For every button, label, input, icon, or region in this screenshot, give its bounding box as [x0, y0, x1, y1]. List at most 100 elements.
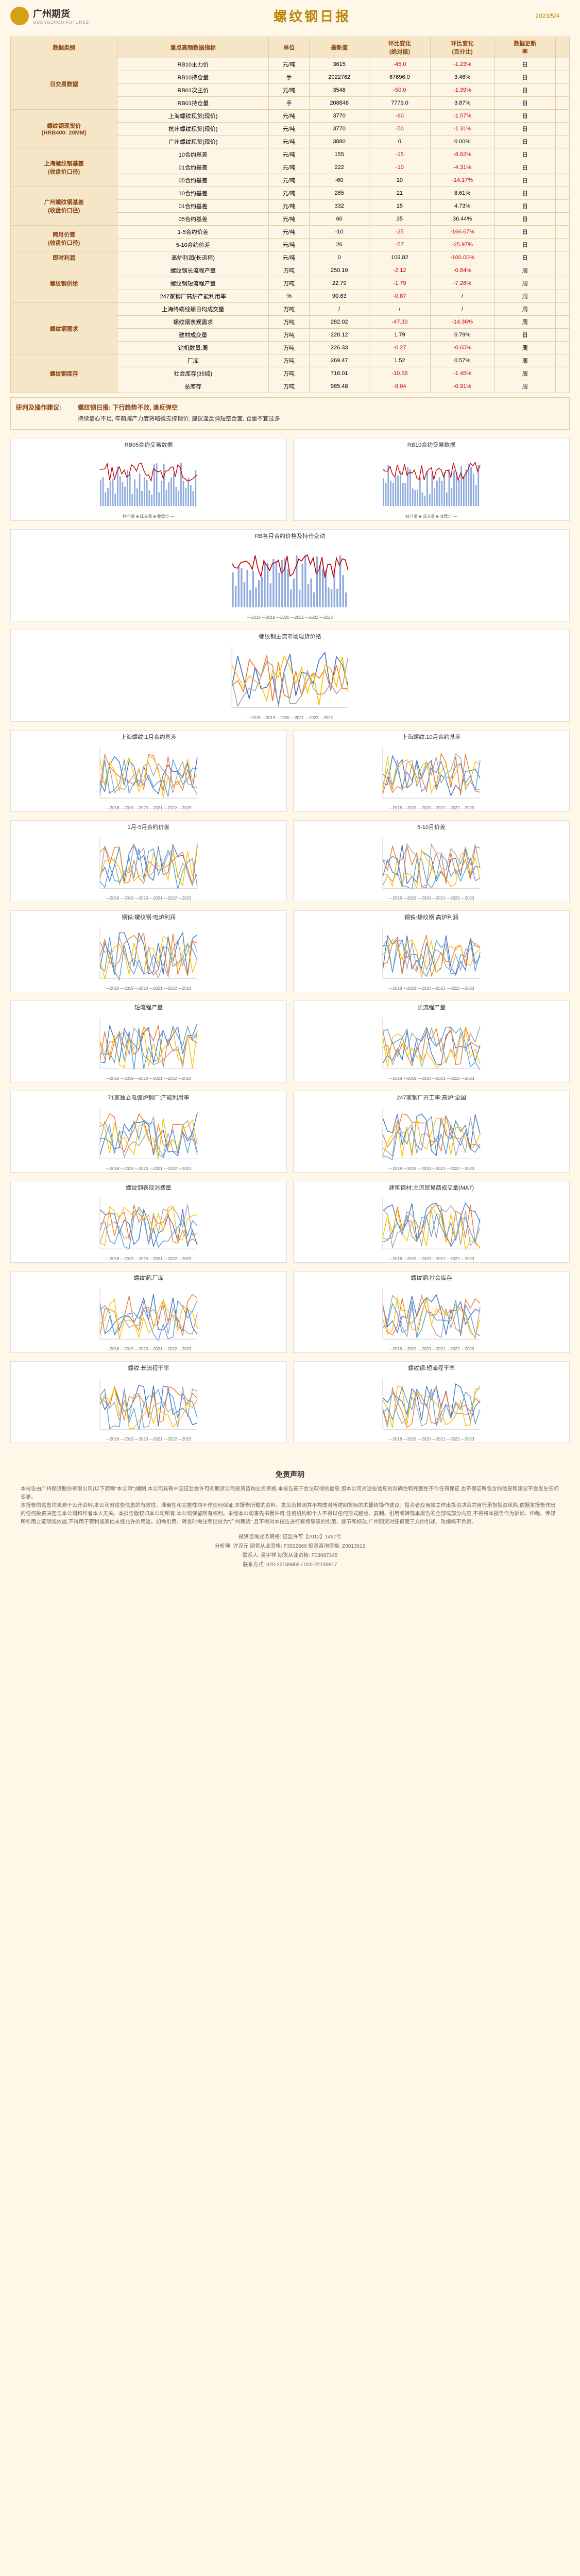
- chart-title: 71家独立电弧炉钢厂:产能利用率: [11, 1091, 286, 1104]
- chart: 螺纹钢:社会库存 —2018 —2019 —2020 —2021 —2022 —…: [293, 1271, 570, 1353]
- disclaimer-title: 免责声明: [21, 1469, 559, 1480]
- table-cell: 4.73%: [430, 200, 494, 213]
- table-cell: -25: [369, 226, 430, 239]
- chart-title: 螺纹钢主流市场现货价格: [11, 630, 569, 642]
- table-cell: 元/吨: [269, 148, 310, 161]
- chart-legend: —2018 —2019 —2020 —2021 —2022 —2023: [11, 1346, 286, 1352]
- table-cell: 05合约基差: [117, 174, 269, 187]
- table-cell: 日: [494, 187, 555, 200]
- table-header: 最新值: [310, 37, 369, 58]
- table-cell: -10: [310, 226, 369, 239]
- category-cell: 螺纹钢现货价 (HRB400: 20MM): [11, 110, 117, 148]
- table-cell: 日: [494, 174, 555, 187]
- chart: 螺纹钢:短流程干率 —2018 —2019 —2020 —2021 —2022 …: [293, 1361, 570, 1443]
- table-cell: 元/吨: [269, 174, 310, 187]
- table-cell: -50: [369, 123, 430, 135]
- table-cell: 247家钢厂高炉产能利用率: [117, 290, 269, 303]
- table-cell: 2022762: [310, 71, 369, 84]
- chart-title: 247家钢厂开工率:高炉:全国: [294, 1091, 569, 1104]
- table-cell: 万吨: [269, 303, 310, 316]
- logo: 广州期货 GUANGZHOU FUTURES: [10, 7, 89, 25]
- table-cell: [555, 251, 569, 264]
- table-cell: 日: [494, 123, 555, 135]
- table-cell: 元/吨: [269, 213, 310, 226]
- table-cell: [555, 148, 569, 161]
- chart-title: 长流程产量: [294, 1001, 569, 1013]
- table-cell: 日: [494, 226, 555, 239]
- table-cell: 厂库: [117, 354, 269, 367]
- advice-title: 螺纹钢日报: 下行趋势不改, 逢反弹空: [78, 403, 564, 412]
- table-cell: 1-5合约价差: [117, 226, 269, 239]
- table-cell: [555, 239, 569, 251]
- chart-title: 上海螺纹:10月合约基差: [294, 731, 569, 743]
- table-cell: 周: [494, 303, 555, 316]
- chart-legend: —2018 —2019 —2020 —2021 —2022 —2023: [294, 1165, 569, 1172]
- table-cell: 3548: [310, 84, 369, 97]
- contact-line3: 联系人: 吴宇祥 期货从业资格: F03087345: [21, 1551, 559, 1561]
- table-cell: -1.57%: [430, 110, 494, 123]
- table-cell: 高炉利润(长流程): [117, 251, 269, 264]
- chart-title: RB各月合约价格及持仓变动: [11, 530, 569, 542]
- table-cell: 万吨: [269, 264, 310, 277]
- category-cell: 螺纹钢需求: [11, 303, 117, 354]
- table-cell: 万吨: [269, 329, 310, 342]
- table-cell: RB10持仓量: [117, 71, 269, 84]
- table-cell: 15: [369, 200, 430, 213]
- table-cell: 元/吨: [269, 239, 310, 251]
- data-table: 数据类别重点高频数据指标单位最新值环比变化 (绝对值)环比变化 (百分比)数据更…: [10, 37, 570, 393]
- table-cell: -2.12: [369, 264, 430, 277]
- advice-body: 持续信心不足, 年前减产力度将略微支撑钢价, 建议逢反弹短空合宜, 仓重不宜过多: [78, 415, 564, 424]
- table-cell: 3.46%: [430, 71, 494, 84]
- table-cell: -0.65%: [430, 342, 494, 354]
- table-cell: 日: [494, 148, 555, 161]
- chart-legend: —2018 —2019 —2020 —2021 —2022 —2023: [11, 1256, 286, 1262]
- table-cell: 日: [494, 84, 555, 97]
- table-cell: [555, 264, 569, 277]
- table-cell: 3880: [310, 135, 369, 148]
- table-cell: -100.00%: [430, 251, 494, 264]
- table-cell: [555, 161, 569, 174]
- table-cell: 985.48: [310, 380, 369, 393]
- table-cell: 元/吨: [269, 187, 310, 200]
- chart-title: 短流程产量: [11, 1001, 286, 1013]
- table-cell: 日: [494, 251, 555, 264]
- table-cell: 螺纹钢短流程产量: [117, 277, 269, 290]
- table-cell: -14.17%: [430, 174, 494, 187]
- table-cell: 0.57%: [430, 354, 494, 367]
- table-cell: 332: [310, 200, 369, 213]
- table-cell: /: [369, 303, 430, 316]
- table-cell: -1.39%: [430, 84, 494, 97]
- table-cell: -166.67%: [430, 226, 494, 239]
- table-cell: 1.52: [369, 354, 430, 367]
- table-cell: 日: [494, 239, 555, 251]
- table-cell: 226.33: [310, 342, 369, 354]
- table-cell: 元/吨: [269, 226, 310, 239]
- table-cell: 250.19: [310, 264, 369, 277]
- report-title: 螺纹钢日报: [89, 6, 535, 25]
- table-cell: -1.23%: [430, 58, 494, 71]
- contact: 投资咨询业务资格: 证监许可【2012】1497号 分析师: 许克元 期货从业资…: [21, 1533, 559, 1570]
- table-cell: -25.97%: [430, 239, 494, 251]
- chart-title: RB10合约交易数据: [294, 438, 569, 451]
- table-cell: -60: [310, 174, 369, 187]
- table-cell: 日: [494, 161, 555, 174]
- chart-legend: —2018 —2019 —2020 —2021 —2022 —2023: [11, 805, 286, 811]
- chart: 5-10月价差 —2018 —2019 —2020 —2021 —2022 —2…: [293, 820, 570, 902]
- table-cell: 155: [310, 148, 369, 161]
- table-header: [555, 37, 569, 58]
- table-cell: -60: [369, 110, 430, 123]
- table-cell: 7779.0: [369, 97, 430, 110]
- category-cell: 日交易数据: [11, 58, 117, 110]
- table-cell: 元/吨: [269, 251, 310, 264]
- table-cell: 36.44%: [430, 213, 494, 226]
- table-cell: 周: [494, 354, 555, 367]
- table-cell: [555, 71, 569, 84]
- table-cell: 0: [310, 251, 369, 264]
- table-cell: 上海终端线螺日均成交量: [117, 303, 269, 316]
- table-cell: 716.01: [310, 367, 369, 380]
- header: 广州期货 GUANGZHOU FUTURES 螺纹钢日报 2023/5/4: [0, 0, 580, 31]
- table-cell: /: [430, 290, 494, 303]
- table-cell: 螺纹钢长流程产量: [117, 264, 269, 277]
- table-cell: 35: [369, 213, 430, 226]
- table-cell: 元/吨: [269, 123, 310, 135]
